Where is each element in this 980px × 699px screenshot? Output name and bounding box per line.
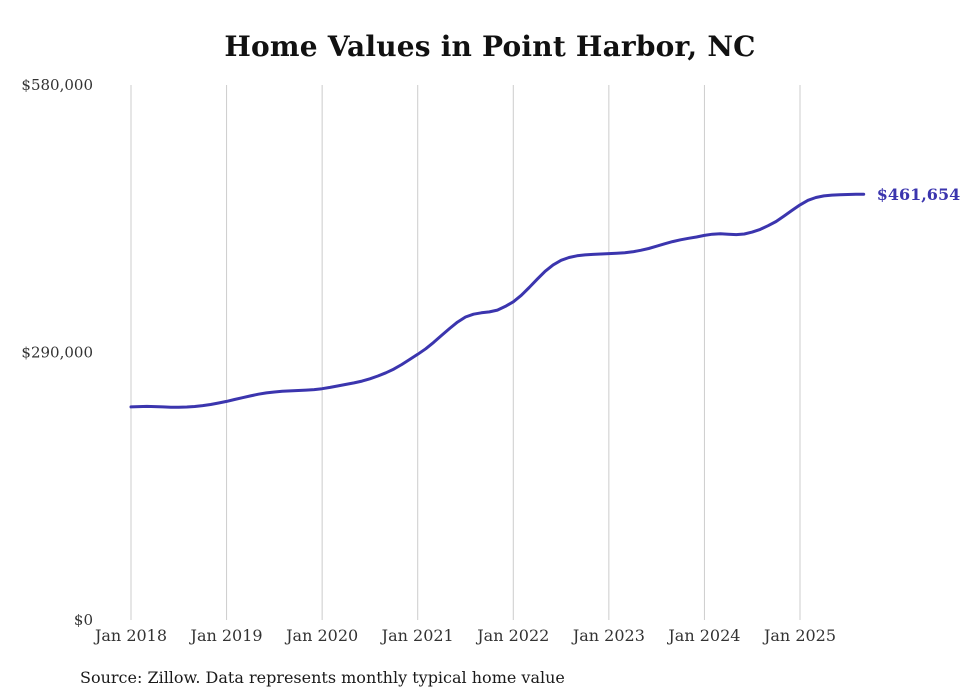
chart-title: Home Values in Point Harbor, NC [224, 30, 756, 63]
y-tick-label: $290,000 [21, 344, 93, 362]
x-tick-label: Jan 2023 [571, 626, 645, 645]
y-tick-label: $0 [74, 611, 93, 629]
series-line [129, 192, 866, 409]
x-tick-label: Jan 2020 [284, 626, 358, 645]
x-tick-label: Jan 2025 [762, 626, 836, 645]
chart-canvas: Jan 2018 Jan 2019 Jan 2020 Jan 2021 Jan 2022… [21, 76, 961, 645]
x-tick-label: Jan 2018 [93, 626, 167, 645]
x-tick-label: Jan 2021 [380, 626, 454, 645]
y-tick-label: $580,000 [21, 76, 93, 94]
source-note: Source: Zillow. Data represents monthly … [80, 668, 565, 687]
x-tick-label: Jan 2019 [189, 626, 263, 645]
x-tick-label: Jan 2022 [475, 626, 549, 645]
x-tick-label: Jan 2024 [666, 626, 740, 645]
latest-value-label: $461,654 [877, 185, 961, 204]
